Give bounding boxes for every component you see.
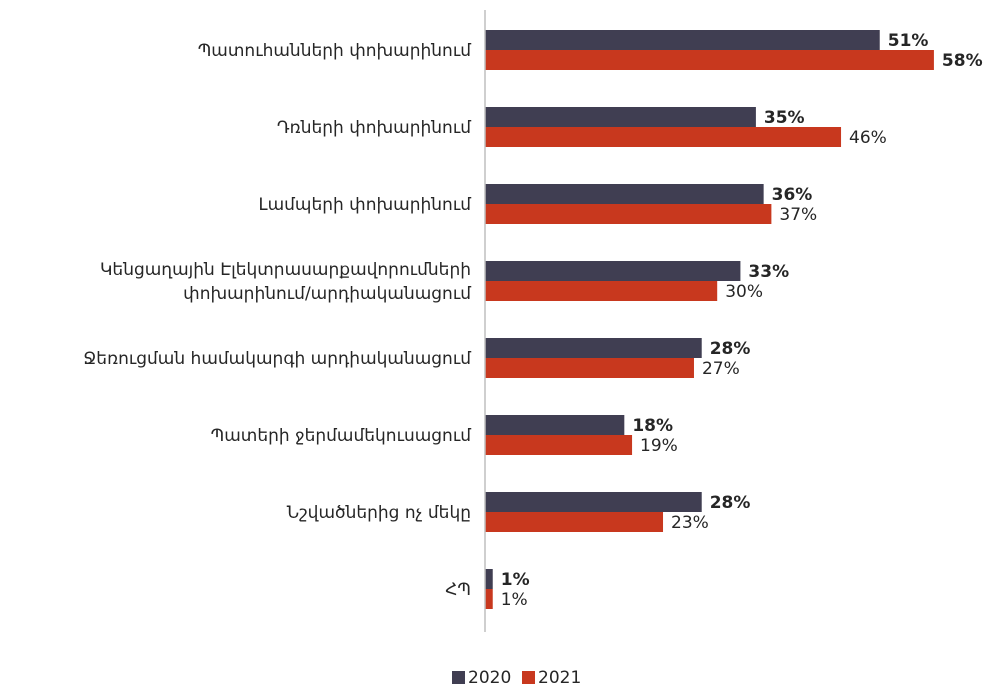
bar-2021-5: [485, 358, 694, 378]
data-label-2020-3: 36%: [772, 185, 813, 205]
bar-2021-3: [485, 204, 772, 224]
legend-label-2020: 2020: [468, 668, 511, 688]
data-label-2021-4: 30%: [725, 282, 763, 302]
data-label-2021-3: 37%: [779, 205, 817, 225]
category-label-4-line-2: փոխարինում/արդիականացում: [183, 284, 471, 304]
category-label-1: Պատուհանների փոխարինում: [198, 41, 472, 61]
category-label-6: Պատերի ջերմամեկուսացում: [211, 426, 472, 446]
data-label-2020-7: 28%: [710, 493, 751, 513]
data-label-2021-2: 46%: [849, 128, 887, 148]
bar-2021-1: [485, 50, 934, 70]
bar-2021-4: [485, 281, 718, 301]
bar-2020-2: [485, 107, 756, 127]
bar-2020-8: [485, 569, 493, 589]
bar-2021-7: [485, 512, 664, 532]
bar-2020-6: [485, 415, 625, 435]
bar-2020-3: [485, 184, 764, 204]
data-label-2021-8: 1%: [501, 590, 528, 610]
category-label-2: Դռների փոխարինում: [277, 118, 471, 138]
bar-2020-7: [485, 492, 702, 512]
data-label-2020-2: 35%: [764, 108, 805, 128]
data-label-2021-7: 23%: [671, 513, 709, 533]
category-label-5: Ջեռուցման համակարգի արդիականացում: [83, 349, 471, 369]
legend-swatch-2021: [522, 671, 535, 684]
bar-2021-6: [485, 435, 633, 455]
data-label-2020-5: 28%: [710, 339, 751, 359]
data-label-2021-1: 58%: [942, 51, 983, 71]
bar-2020-5: [485, 338, 702, 358]
legend-swatch-2020: [452, 671, 465, 684]
bar-2020-4: [485, 261, 741, 281]
data-label-2021-6: 19%: [640, 436, 678, 456]
legend-label-2021: 2021: [538, 668, 581, 688]
category-label-3: Լամպերի փոխարինում: [259, 195, 472, 215]
bar-2021-2: [485, 127, 842, 147]
category-label-4-line-1: Կենցաղային Էլեկտրասարքավորումների: [100, 260, 471, 280]
category-label-8: ՀՊ: [445, 580, 471, 600]
data-label-2021-5: 27%: [702, 359, 740, 379]
data-label-2020-6: 18%: [632, 416, 673, 436]
category-label-7: Նշվածներից ոչ մեկը: [287, 503, 471, 523]
data-label-2020-1: 51%: [888, 31, 929, 51]
bar-2020-1: [485, 30, 880, 50]
bar-2021-8: [485, 589, 493, 609]
data-label-2020-8: 1%: [501, 570, 530, 590]
data-label-2020-4: 33%: [748, 262, 789, 282]
